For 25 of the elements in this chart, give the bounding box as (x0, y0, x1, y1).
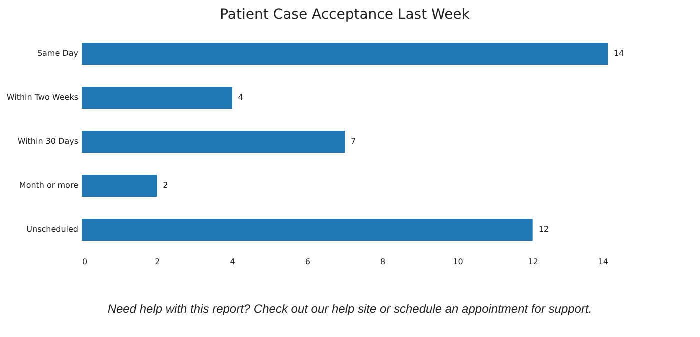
bar (82, 219, 533, 241)
x-tick-label: 14 (598, 258, 608, 266)
data-label: 12 (538, 225, 550, 234)
data-label: 7 (351, 137, 356, 146)
y-tick-label: Same Day (37, 49, 79, 58)
x-tick-label: 10 (453, 258, 464, 266)
x-tick-label: 8 (380, 258, 386, 266)
x-tick-label: 2 (155, 258, 160, 266)
x-tick-label: 6 (305, 258, 310, 266)
bar (82, 175, 158, 197)
text: Need help with this report? Check out our help site or schedule an appointment for support. (106, 302, 594, 316)
y-tick-label: Within 30 Days (18, 137, 78, 146)
data-label: 2 (163, 181, 168, 190)
y-tick-label: Unscheduled (26, 225, 78, 234)
x-tick-label: 4 (230, 258, 236, 266)
chart-title: Patient Case Acceptance Last Week (220, 7, 471, 23)
x-tick-label: 12 (528, 258, 538, 266)
y-tick-label: Month or more (19, 181, 79, 190)
data-label: 4 (238, 93, 244, 102)
data-label: 14 (614, 49, 624, 58)
bar (82, 43, 608, 65)
bar (82, 87, 232, 109)
y-tick-label: Within Two Weeks (6, 93, 78, 102)
bar (82, 131, 345, 153)
x-tick-label: 0 (82, 258, 88, 266)
